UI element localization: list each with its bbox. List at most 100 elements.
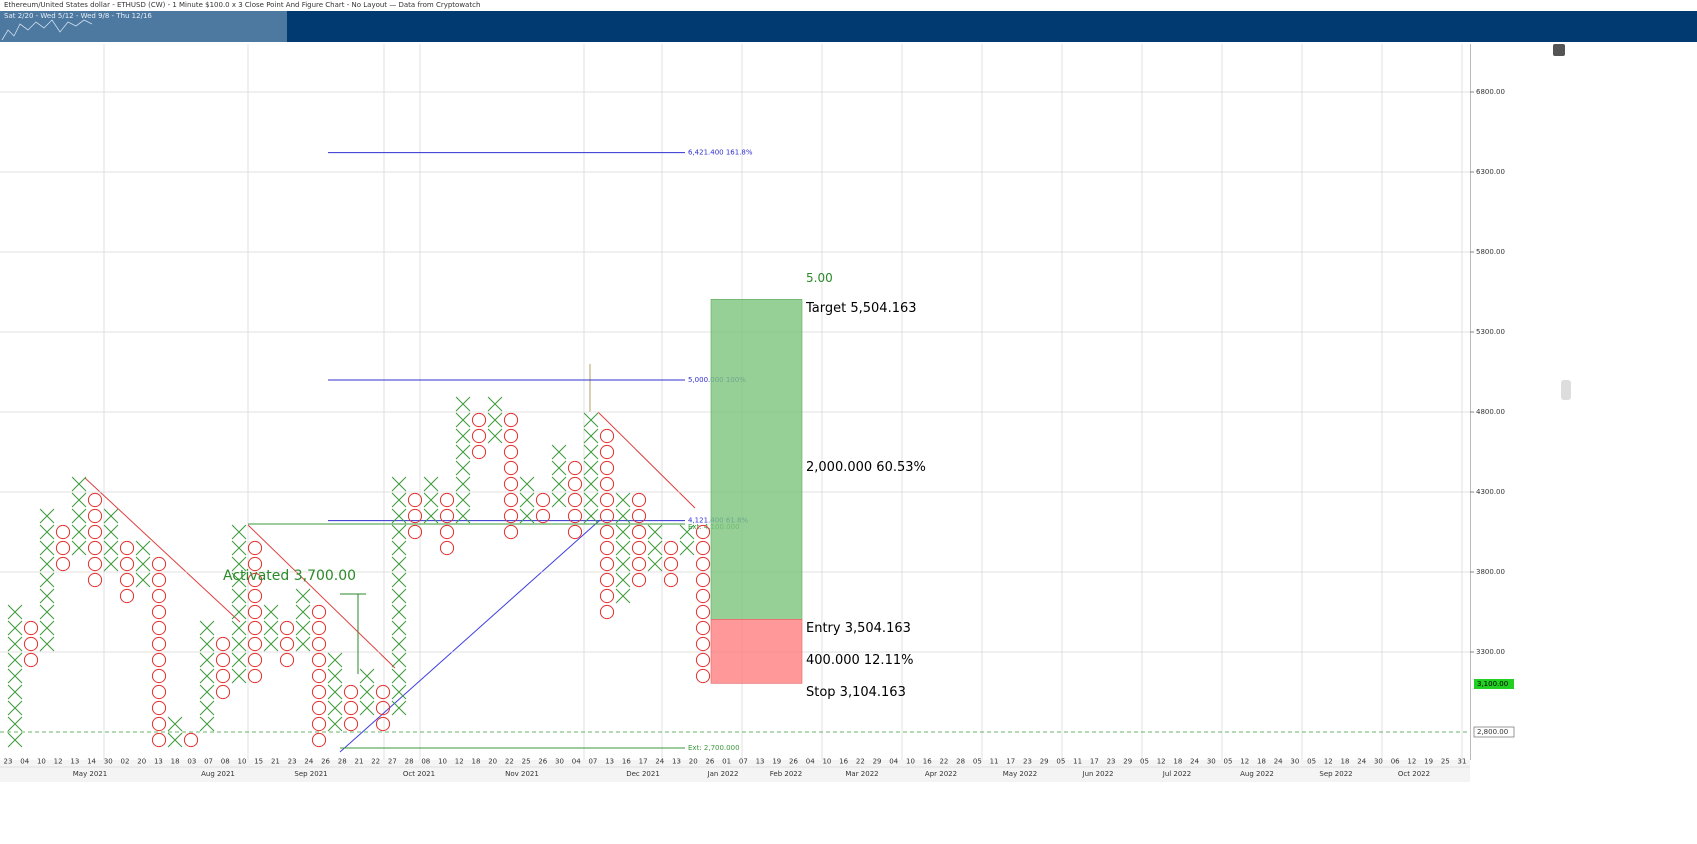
- x-box: [647, 524, 663, 540]
- date-label: 08: [421, 758, 430, 766]
- x-box: [455, 508, 471, 524]
- date-label: 04: [572, 758, 581, 766]
- x-box: [423, 492, 439, 508]
- x-column: [231, 524, 247, 684]
- o-box: [631, 492, 647, 508]
- o-box: [439, 524, 455, 540]
- axis-border: [1470, 44, 1471, 760]
- o-box: [535, 492, 551, 508]
- x-box: [295, 620, 311, 636]
- x-box: [71, 524, 87, 540]
- x-box: [103, 524, 119, 540]
- x-column: [135, 540, 151, 588]
- y-tick-label: 3800.00: [1476, 568, 1505, 576]
- x-box: [615, 492, 631, 508]
- x-column: [583, 412, 599, 524]
- x-column: [327, 652, 343, 732]
- o-box: [471, 412, 487, 428]
- o-box: [695, 524, 711, 540]
- date-label: 13: [605, 758, 614, 766]
- x-box: [231, 620, 247, 636]
- x-box: [7, 636, 23, 652]
- o-box: [151, 588, 167, 604]
- o-box: [311, 668, 327, 684]
- o-column: [599, 428, 615, 620]
- last-price-label: 3,100.00: [1477, 680, 1508, 688]
- o-column: [439, 492, 455, 556]
- navigator-window[interactable]: [0, 11, 287, 42]
- stop-label: Stop 3,104.163: [806, 685, 906, 700]
- x-box: [647, 556, 663, 572]
- date-label: 31: [1458, 758, 1467, 766]
- date-label: 29: [873, 758, 882, 766]
- o-box: [151, 620, 167, 636]
- x-column: [551, 444, 567, 508]
- o-box: [439, 540, 455, 556]
- o-box: [151, 556, 167, 572]
- o-box: [247, 636, 263, 652]
- o-box: [663, 572, 679, 588]
- o-box: [343, 716, 359, 732]
- o-box: [23, 636, 39, 652]
- o-box: [311, 620, 327, 636]
- o-column: [119, 540, 135, 604]
- x-box: [615, 540, 631, 556]
- o-column: [631, 492, 647, 588]
- o-box: [471, 428, 487, 444]
- side-panel-toggle[interactable]: [1561, 380, 1571, 400]
- o-box: [663, 540, 679, 556]
- o-box: [599, 428, 615, 444]
- x-box: [103, 540, 119, 556]
- date-label: 18: [471, 758, 480, 766]
- x-box: [263, 620, 279, 636]
- o-box: [247, 668, 263, 684]
- o-box: [247, 556, 263, 572]
- x-column: [103, 508, 119, 572]
- date-label: 07: [739, 758, 748, 766]
- lock-icon[interactable]: [1553, 44, 1565, 56]
- x-box: [231, 604, 247, 620]
- date-label: 23: [288, 758, 297, 766]
- price-badge: [1473, 726, 1515, 738]
- o-box: [599, 444, 615, 460]
- date-label: 07: [204, 758, 213, 766]
- o-column: [183, 732, 199, 748]
- date-label: 19: [1424, 758, 1433, 766]
- date-label: 12: [455, 758, 464, 766]
- o-box: [151, 732, 167, 748]
- x-box: [391, 476, 407, 492]
- month-label: Sep 2021: [294, 770, 327, 778]
- x-column: [455, 396, 471, 524]
- o-box: [599, 524, 615, 540]
- x-box: [7, 700, 23, 716]
- x-box: [455, 492, 471, 508]
- date-label: 11: [990, 758, 999, 766]
- last-price-badge: [1474, 679, 1514, 689]
- x-box: [7, 732, 23, 748]
- o-column: [567, 460, 583, 540]
- o-box: [439, 492, 455, 508]
- date-label: 29: [1040, 758, 1049, 766]
- x-column: [679, 524, 695, 556]
- date-label: 12: [1407, 758, 1416, 766]
- date-label: 20: [488, 758, 497, 766]
- month-label: Oct 2022: [1398, 770, 1430, 778]
- o-box: [279, 620, 295, 636]
- x-box: [199, 716, 215, 732]
- date-label: 05: [1140, 758, 1149, 766]
- x-box: [103, 508, 119, 524]
- o-box: [599, 492, 615, 508]
- date-label: 01: [722, 758, 731, 766]
- o-box: [311, 684, 327, 700]
- o-column: [695, 524, 711, 684]
- reward-label: 2,000.000 60.53%: [806, 460, 926, 475]
- o-box: [567, 508, 583, 524]
- date-label: 13: [672, 758, 681, 766]
- x-box: [7, 652, 23, 668]
- date-label: 20: [137, 758, 146, 766]
- o-box: [311, 636, 327, 652]
- date-label: 24: [1357, 758, 1366, 766]
- x-box: [551, 444, 567, 460]
- date-label: 19: [772, 758, 781, 766]
- x-box: [231, 524, 247, 540]
